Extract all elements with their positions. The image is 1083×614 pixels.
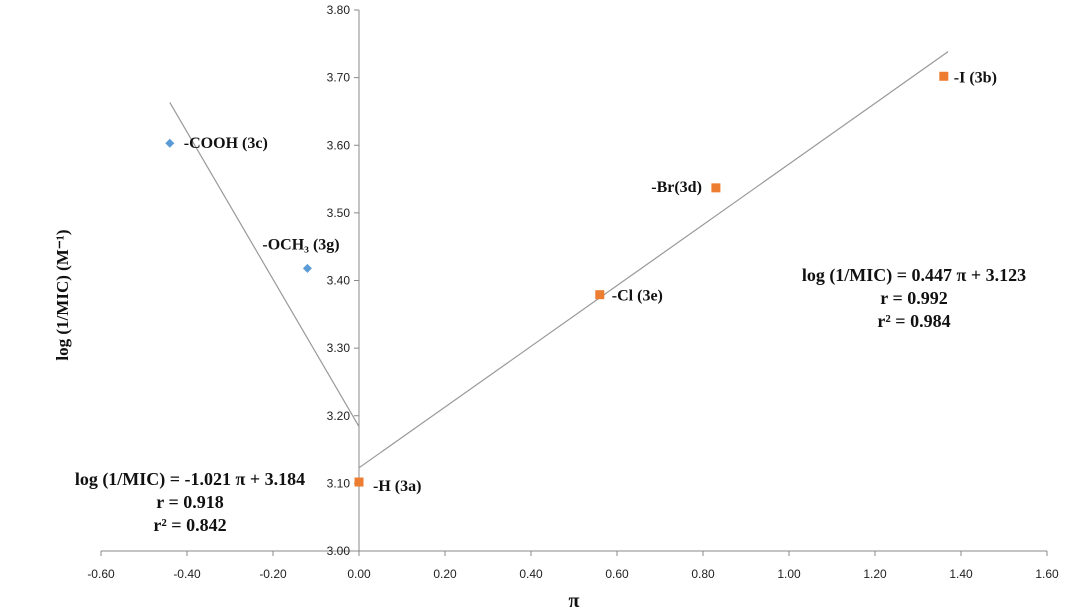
equation-line: log (1/MIC) = -1.021 π + 3.184	[75, 469, 305, 490]
point-label: -Br(3d)	[651, 179, 702, 196]
y-tick-label: 3.60	[327, 138, 351, 152]
diamond-point	[302, 263, 312, 273]
square-point	[354, 477, 364, 487]
y-tick-label: 3.20	[327, 409, 351, 423]
equation-line: r = 0.918	[156, 492, 223, 512]
data-points	[165, 71, 949, 487]
axes: -0.60 -0.40 -0.20 0.00 0.20 0.40 0.60 0.80 1.00 1…	[87, 3, 1059, 581]
square-point	[711, 183, 721, 193]
equation-line: r = 0.992	[880, 288, 947, 308]
square-point	[595, 290, 605, 300]
trendline-2	[358, 51, 949, 469]
point-label: -I (3b)	[954, 69, 997, 86]
x-tick-label: 0.00	[347, 567, 371, 581]
y-tick-label: 3.80	[327, 3, 351, 17]
x-tick-label: 1.00	[777, 567, 801, 581]
x-tick-label: 0.60	[605, 567, 629, 581]
y-tick-label: 3.70	[327, 71, 351, 85]
x-tick-label: -0.60	[87, 567, 115, 581]
trendlines	[169, 51, 949, 469]
y-tick-label: 3.30	[327, 341, 351, 355]
x-tick-label: 1.40	[949, 567, 973, 581]
x-tick-label: 0.40	[519, 567, 543, 581]
x-tick-label: 1.60	[1035, 567, 1059, 581]
y-axis-label: log (1/MIC) (M⁻¹)	[53, 229, 72, 360]
equation-line: r² = 0.842	[153, 515, 226, 535]
equation-line: r² = 0.984	[877, 311, 950, 331]
x-axis-label: π	[569, 590, 580, 612]
trendline-1	[169, 102, 360, 427]
x-tick-label: 0.20	[433, 567, 457, 581]
y-tick-label: 3.10	[327, 476, 351, 490]
point-label: -OCH₃ (3g)	[262, 236, 339, 253]
point-label: -Cl (3e)	[612, 288, 663, 305]
point-labels: -COOH (3c) -OCH₃ (3g) -H (3a) -Cl (3e) -Br(3…	[184, 69, 997, 495]
y-tick-label: 3.00	[327, 544, 351, 558]
y-tick-label: 3.40	[327, 274, 351, 288]
equation-line: log (1/MIC) = 0.447 π + 3.123	[802, 265, 1026, 286]
x-tick-label: 1.20	[863, 567, 887, 581]
point-label: -H (3a)	[373, 478, 421, 495]
x-tick-label: 0.80	[691, 567, 715, 581]
x-tick-label: -0.20	[259, 567, 287, 581]
point-label: -COOH (3c)	[184, 135, 268, 152]
x-tick-label: -0.40	[173, 567, 201, 581]
y-tick-label: 3.50	[327, 206, 351, 220]
square-point	[939, 71, 949, 81]
diamond-point	[165, 138, 175, 148]
